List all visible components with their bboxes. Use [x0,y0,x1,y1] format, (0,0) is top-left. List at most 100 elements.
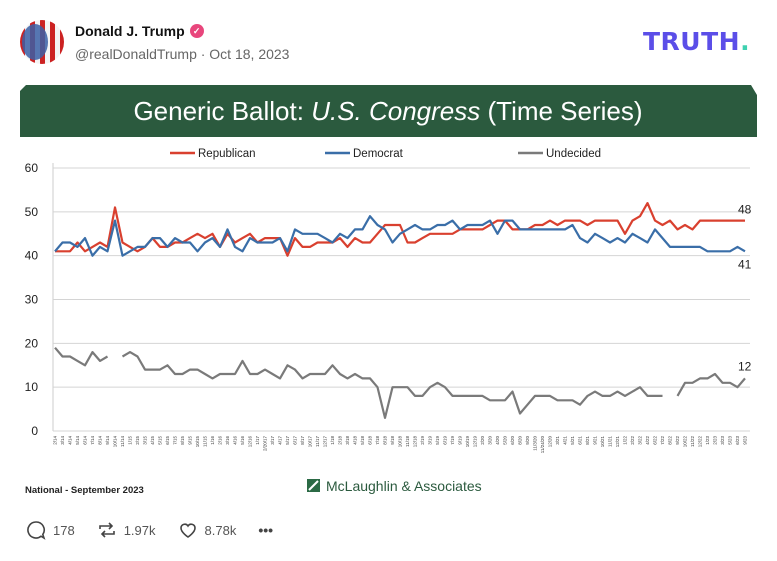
like-button[interactable]: 8.78k [178,520,237,540]
x-tick-label: 4/16 [233,436,238,445]
x-tick-label: 5/23 [728,436,733,445]
end-label-undecided: 12 [738,359,752,373]
x-tick-label: 9/14 [105,436,110,445]
y-tick-label: 60 [25,161,39,175]
x-tick-label: 10/22 [683,436,688,448]
y-tick-label: 0 [31,424,38,438]
x-tick-label: 9/20 [525,436,530,445]
x-tick-label: 4/15 [150,436,155,445]
x-tick-label: 3/15 [143,436,148,445]
x-tick-label: 8/21 [585,436,590,445]
chart-title: Generic Ballot: U.S. Congress (Time Seri… [133,96,642,126]
x-tick-label: 7/19 [450,436,455,445]
x-tick-label: 11/15 [203,436,208,447]
x-tick-label: 11/14 [120,436,125,447]
x-tick-label: 3/20 [488,436,493,445]
x-tick-label: 2/20 [480,436,485,445]
repost-button[interactable]: 1.97k [97,520,156,540]
x-tick-label: 9/18 [390,436,395,445]
x-tick-label: 2/16 [218,436,223,445]
x-tick-label: 1/16 [210,436,215,445]
x-tick-label: 4/14 [68,436,73,445]
x-tick-label: 3/23 [720,436,725,445]
x-tick-label: 4/22 [645,436,650,445]
x-tick-label: 5/18 [360,436,365,445]
pollster-logo: McLaughlin & Associates [307,478,482,494]
x-tick-label: 10/18 [398,436,403,448]
reply-icon [27,521,46,540]
verified-badge-icon: ✓ [189,24,204,38]
reply-button[interactable]: 178 [26,520,75,540]
x-tick-label: 8/14 [98,436,103,445]
end-label-republican: 48 [738,203,752,217]
author-name[interactable]: Donald J. Trump [75,23,185,39]
x-tick-label: 12/20 [548,436,553,448]
x-tick-label: 9/22 [675,436,680,445]
x-tick-label: 1/22 [623,436,628,445]
action-bar: 178 1.97k 8.78k ••• [26,520,295,540]
x-tick-label: 12/22 [698,436,703,448]
reply-count: 178 [53,522,75,538]
x-tick-label: 3/21 [555,436,560,445]
x-tick-label: 8/18 [383,436,388,445]
author[interactable]: Donald J. Trump ✓ [75,23,204,39]
x-tick-label: 10/15 [195,436,200,448]
more-icon: ••• [258,522,274,538]
x-tick-label: 5/16 [240,436,245,445]
x-tick-label: 1/17 [255,436,260,445]
chart-image[interactable]: Generic Ballot: U.S. Congress (Time Seri… [20,85,757,508]
more-options-button[interactable]: ••• [258,522,273,538]
x-tick-label: 11/22 [690,436,695,447]
x-tick-label: 12/17 [323,436,328,448]
x-tick-label: 5/14 [75,436,80,445]
x-tick-label: 12/18 [413,436,418,448]
x-tick-label: 3/14 [60,436,65,445]
legend-label-undecided: Undecided [546,148,601,160]
x-tick-label: 6/18 [368,436,373,445]
legend-label-democrat: Democrat [353,148,404,160]
x-tick-label: 11/3/20 [533,436,538,451]
x-tick-label: 10/19 [465,436,470,448]
like-count: 8.78k [204,522,237,538]
end-label-democrat: 41 [738,257,752,271]
x-tick-label: 9/19 [458,436,463,445]
x-tick-label: 2/19 [420,436,425,445]
series-line-democrat [54,215,746,257]
x-tick-label: 6/17 [293,436,298,445]
x-tick-label: 10/17 [308,436,313,448]
x-tick-label: 10/21 [600,436,605,448]
avatar[interactable] [20,20,64,64]
x-tick-label: 12/19 [473,436,478,448]
x-tick-label: 6/22 [653,436,658,445]
x-tick-label: 9/23 [743,436,748,445]
x-tick-label: 6/20 [510,436,515,445]
x-tick-label: 9/21 [593,436,598,445]
y-tick-label: 10 [25,380,39,394]
x-tick-label: 11/24/20 [540,436,545,454]
x-tick-label: 6/21 [578,436,583,445]
x-tick-label: 4/18 [353,436,358,445]
x-tick-label: 3/19 [428,436,433,445]
x-tick-label: 5/15 [158,436,163,445]
x-tick-label: 11/18 [405,436,410,447]
y-tick-label: 50 [25,205,39,219]
x-tick-label: 2/20/17 [263,436,268,452]
x-tick-label: 1/18 [330,436,335,445]
x-tick-label: 2/14 [53,436,58,445]
x-tick-label: 6/23 [735,436,740,445]
chart: Generic Ballot: U.S. Congress (Time Seri… [20,85,757,496]
x-tick-label: 3/16 [225,436,230,445]
x-tick-label: 8/22 [668,436,673,445]
x-tick-label: 12/21 [615,436,620,448]
x-tick-label: 9/15 [188,436,193,445]
repost-count: 1.97k [123,522,156,538]
x-tick-label: 4/21 [563,436,568,445]
series-line-undecided [54,346,746,419]
x-tick-label: 6/14 [83,436,88,445]
x-tick-label: 5/20 [503,436,508,445]
x-tick-label: 5/21 [570,436,575,445]
x-tick-label: 6/19 [443,436,448,445]
x-tick-label: 1/23 [705,436,710,445]
x-tick-label: 8/17 [300,436,305,445]
x-tick-label: 1/15 [128,436,133,445]
